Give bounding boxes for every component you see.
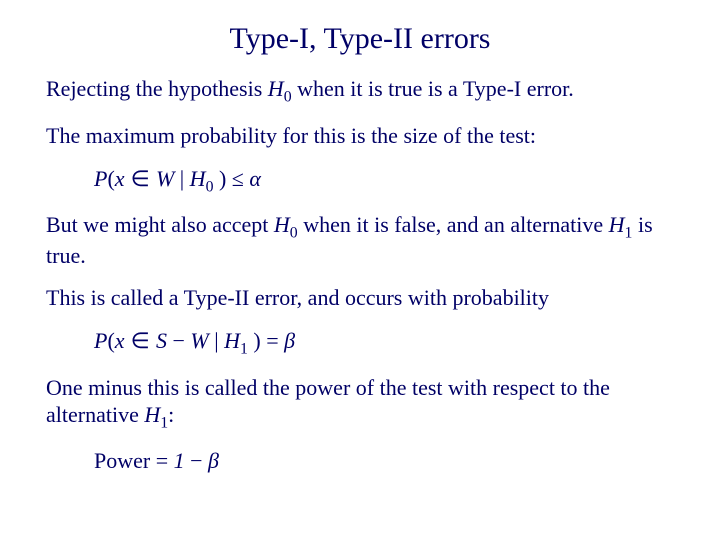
given-bar: | xyxy=(209,328,224,353)
open-paren: ( xyxy=(107,328,114,353)
given-bar: | xyxy=(174,166,189,191)
subscript-0: 0 xyxy=(284,88,292,105)
var-one: 1 xyxy=(174,448,191,473)
text: when it is true is a Type-I error. xyxy=(292,76,574,101)
element-of-icon: ∈ xyxy=(125,328,156,353)
rest: ) ≤ xyxy=(213,166,249,191)
subscript-0: 0 xyxy=(290,224,298,241)
paragraph-power-definition: One minus this is called the power of th… xyxy=(46,375,674,433)
text: : xyxy=(168,402,174,427)
paragraph-type1-definition: Rejecting the hypothesis H0 when it is t… xyxy=(46,76,674,107)
var-beta: β xyxy=(284,328,295,353)
power-label: Power = xyxy=(94,448,174,473)
var-W: W xyxy=(190,328,208,353)
text: when it is false, and an alternative xyxy=(298,212,609,237)
var-H: H xyxy=(268,76,284,101)
var-alpha: α xyxy=(249,166,261,191)
rest: ) = xyxy=(248,328,284,353)
text: But we might also accept xyxy=(46,212,274,237)
var-S: S xyxy=(156,328,167,353)
minus-sign: − xyxy=(190,448,208,473)
var-x: x xyxy=(115,328,125,353)
var-H: H xyxy=(274,212,290,237)
formula-beta: P(x ∈ S − W | H1 ) = β xyxy=(94,328,674,358)
text: One minus this is called the power of th… xyxy=(46,375,610,427)
var-H: H xyxy=(144,402,160,427)
paragraph-size-intro: The maximum probability for this is the … xyxy=(46,123,674,150)
formula-alpha: P(x ∈ W | H0 ) ≤ α xyxy=(94,166,674,196)
var-H: H xyxy=(190,166,206,191)
var-x: x xyxy=(115,166,125,191)
var-P: P xyxy=(94,166,107,191)
paragraph-accept-false: But we might also accept H0 when it is f… xyxy=(46,212,674,270)
formula-power: Power = 1 − β xyxy=(94,448,674,474)
element-of-icon: ∈ xyxy=(125,166,156,191)
open-paren: ( xyxy=(107,166,114,191)
slide-title: Type-I, Type-II errors xyxy=(46,22,674,56)
var-P: P xyxy=(94,328,107,353)
paragraph-type2-definition: This is called a Type-II error, and occu… xyxy=(46,285,674,312)
subscript-1: 1 xyxy=(160,414,168,431)
text: Rejecting the hypothesis xyxy=(46,76,268,101)
var-H: H xyxy=(224,328,240,353)
var-W: W xyxy=(156,166,174,191)
minus-sign: − xyxy=(167,328,190,353)
subscript-1: 1 xyxy=(240,341,248,358)
var-H: H xyxy=(609,212,625,237)
slide: Type-I, Type-II errors Rejecting the hyp… xyxy=(0,0,720,540)
var-beta: β xyxy=(208,448,219,473)
